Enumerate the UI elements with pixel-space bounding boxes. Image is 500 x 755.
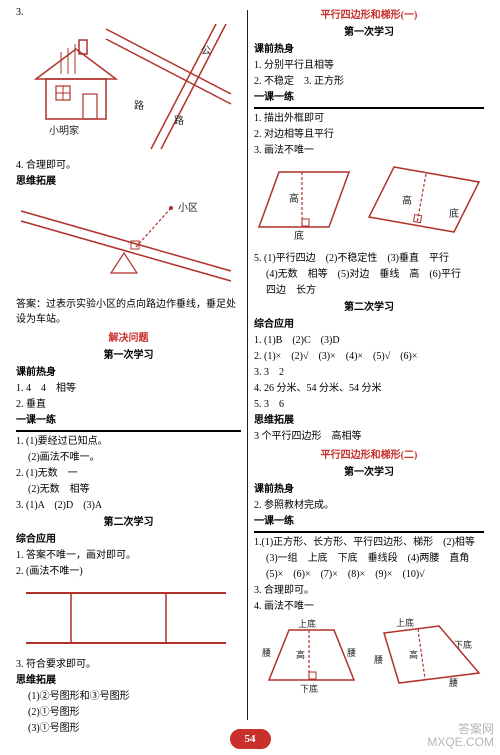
r-z2: 2. (1)× (2)√ (3)× (4)× (5)√ (6)× (254, 349, 484, 364)
r-z3: 3. 3 2 (254, 365, 484, 380)
watermark: 答案网 MXQE.COM (427, 723, 494, 749)
r-k2: 2. 参照教材完成。 (254, 498, 484, 513)
section-pxsbx1: 平行四边形和梯形(一) (254, 8, 484, 23)
svg-text:腰: 腰 (449, 678, 458, 688)
r-e3: 3. 合理即可。 (254, 583, 484, 598)
siweituozhan-heading: 思维拓展 (16, 174, 241, 189)
answer-text: 答案：过表示实验小区的点向路边作垂线，垂足处设为车站。 (16, 297, 241, 327)
svg-text:高: 高 (296, 649, 305, 660)
r-kqrs-1: 1. 分别平行且相等 (254, 58, 484, 73)
ykyl-2a: 2. (1)无数 一 (16, 466, 241, 481)
keqianreshen-heading: 课前热身 (16, 365, 241, 380)
svg-text:高: 高 (402, 194, 412, 207)
ykyl-1b: (2)画法不唯一。 (16, 450, 241, 465)
parallel-lines-figure (16, 583, 241, 653)
r-kqrs-2: 2. 不稳定 3. 正方形 (254, 74, 484, 89)
trapezoid-figure: 上底 腰 高 腰 下底 上底 高 下底 腰 腰 (254, 618, 484, 698)
svg-text:下底: 下底 (454, 639, 472, 650)
r-z4: 4. 26 分米、54 分米、54 分米 (254, 381, 484, 396)
q4-text: 4. 合理即可。 (16, 158, 241, 173)
svg-text:路: 路 (134, 99, 144, 112)
r-study1b-heading: 第一次学习 (254, 465, 484, 480)
r-sw1: 3 个平行四边形 高相等 (254, 429, 484, 444)
svg-text:上底: 上底 (396, 618, 414, 628)
r-y5b: (4)无数 相等 (5)对边 垂线 高 (6)平行 (254, 267, 484, 282)
r-e1b: (3)一组 上底 下底 垂线段 (4)两腰 直角 (254, 551, 484, 566)
page-container: 3. 小明家 路 公 (0, 0, 500, 730)
zh-2: 2. (画法不唯一) (16, 564, 241, 579)
page-number: 54 (230, 729, 271, 750)
kqrs-line2: 2. 垂直 (16, 397, 241, 412)
house-road-figure: 小明家 路 公 路 (16, 24, 241, 154)
r-study2-heading: 第二次学习 (254, 300, 484, 315)
r-e1c: (5)× (6)× (7)× (8)× (9)× (10)√ (254, 567, 484, 582)
r-ykyl2-heading: 一课一练 (254, 514, 484, 529)
siwei2-b: (2)①号图形 (16, 705, 241, 720)
svg-text:高: 高 (289, 192, 299, 205)
watermark-line2: MXQE.COM (427, 736, 494, 749)
r-study1-heading: 第一次学习 (254, 25, 484, 40)
divider-rule-r2 (254, 531, 484, 533)
study2-heading: 第二次学习 (16, 515, 241, 530)
kqrs-line1: 1. 4 4 相等 (16, 381, 241, 396)
q3-label: 3. (16, 5, 241, 20)
r-siwei-heading: 思维拓展 (254, 413, 484, 428)
r-y5a: 5. (1)平行四边 (2)不稳定性 (3)垂直 平行 (254, 251, 484, 266)
r-e1a: 1.(1)正方形、长方形、平行四边形、梯形 (2)相等 (254, 535, 484, 550)
parallelogram-figure: 高 底 高 底 (254, 162, 484, 247)
r-kqrs2-heading: 课前热身 (254, 482, 484, 497)
r-y5c: 四边 长方 (254, 283, 484, 298)
r-z1: 1. (1)B (2)C (3)D (254, 333, 484, 348)
zh-1: 1. 答案不唯一，画对即可。 (16, 548, 241, 563)
ykyl-3: 3. (1)A (2)D (3)A (16, 498, 241, 513)
siwei2-heading: 思维拓展 (16, 673, 241, 688)
r-ykyl-2: 2. 对边相等且平行 (254, 127, 484, 142)
r-z5: 5. 3 6 (254, 397, 484, 412)
r-ykyl-heading: 一课一练 (254, 90, 484, 105)
svg-text:公: 公 (201, 46, 211, 57)
yikeyilian-heading: 一课一练 (16, 413, 241, 428)
r-e4: 4. 画法不唯一 (254, 599, 484, 614)
zongheyingyong-heading: 综合应用 (16, 532, 241, 547)
divider-rule-r (254, 107, 484, 109)
svg-text:小明家: 小明家 (49, 124, 79, 137)
right-column: 平行四边形和梯形(一) 第一次学习 课前热身 1. 分别平行且相等 2. 不稳定… (248, 4, 490, 730)
r-zhyy-heading: 综合应用 (254, 317, 484, 332)
study1-heading: 第一次学习 (16, 348, 241, 363)
svg-text:腰: 腰 (374, 655, 383, 665)
r-kqrs-heading: 课前热身 (254, 42, 484, 57)
divider-rule (16, 430, 241, 432)
svg-text:腰: 腰 (262, 648, 271, 658)
section-jiejuewenti: 解决问题 (16, 331, 241, 346)
r-ykyl-3: 3. 画法不唯一 (254, 143, 484, 158)
svg-text:小区: 小区 (178, 202, 198, 214)
svg-text:腰: 腰 (347, 648, 356, 658)
ykyl-1a: 1. (1)要经过已知点。 (16, 434, 241, 449)
left-column: 3. 小明家 路 公 (10, 4, 247, 730)
watermark-line1: 答案网 (427, 723, 494, 736)
r-ykyl-1: 1. 描出外框即可 (254, 111, 484, 126)
xiaoqu-figure: 小区 (16, 193, 241, 293)
page-number-wrap: 54 (0, 729, 500, 750)
svg-text:高: 高 (409, 649, 418, 660)
svg-text:上底: 上底 (298, 618, 316, 629)
section-pxsbx2: 平行四边形和梯形(二) (254, 448, 484, 463)
svg-text:底: 底 (449, 207, 459, 220)
siwei2-a: (1)②号图形和③号图形 (16, 689, 241, 704)
svg-text:路: 路 (174, 114, 184, 127)
ykyl-2b: (2)无数 相等 (16, 482, 241, 497)
svg-text:下底: 下底 (300, 683, 318, 694)
zh-3: 3. 符合要求即可。 (16, 657, 241, 672)
svg-text:底: 底 (294, 229, 304, 242)
